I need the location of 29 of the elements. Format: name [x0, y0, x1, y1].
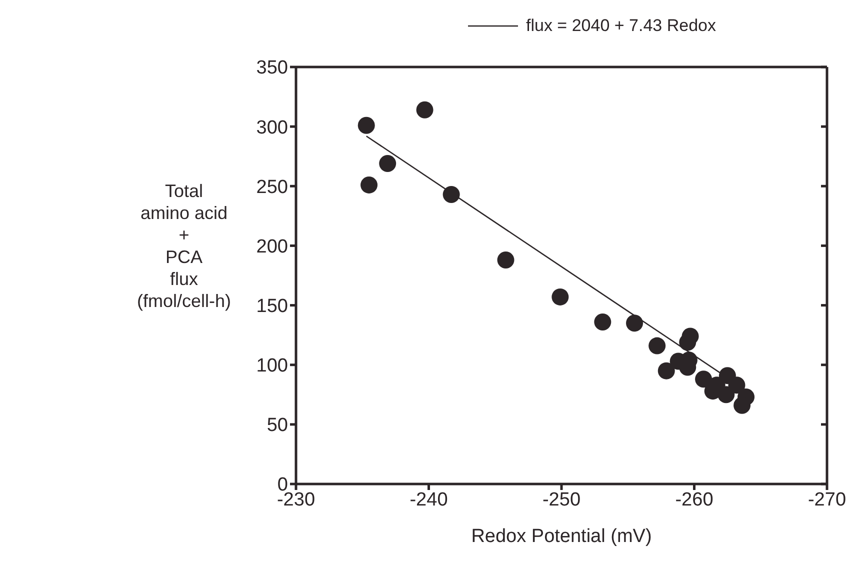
point	[695, 370, 712, 388]
point	[379, 155, 396, 172]
point	[594, 313, 612, 330]
y-tick-label: 200	[256, 236, 288, 258]
point	[658, 362, 675, 380]
x-tick-label: -240	[410, 489, 448, 510]
point	[416, 101, 434, 118]
y-tick-label: 300	[256, 117, 288, 138]
x-tick-label: -270	[808, 489, 846, 510]
legend-label: flux = 2040 + 7.43 Redox	[526, 16, 716, 36]
y-axis-title: Total amino acid + PCA flux (fmol/cell-h)	[136, 181, 231, 311]
point	[718, 386, 735, 404]
y-tick-label: 350	[256, 58, 288, 79]
y-tick-label: 150	[256, 296, 288, 318]
point	[552, 288, 569, 306]
y-tick-label: 100	[256, 356, 288, 377]
point	[734, 396, 751, 414]
point	[626, 314, 644, 332]
point	[648, 337, 666, 354]
point	[358, 116, 375, 134]
point	[360, 176, 378, 194]
x-axis-title: Redox Potential (mV)	[471, 526, 652, 547]
point	[442, 186, 460, 203]
y-tick-label: 250	[256, 176, 288, 198]
x-tick-label: -250	[542, 489, 581, 510]
point	[728, 376, 746, 394]
x-tick-label: -260	[675, 489, 714, 510]
point	[497, 252, 514, 269]
y-tick-label: 50	[266, 415, 288, 436]
